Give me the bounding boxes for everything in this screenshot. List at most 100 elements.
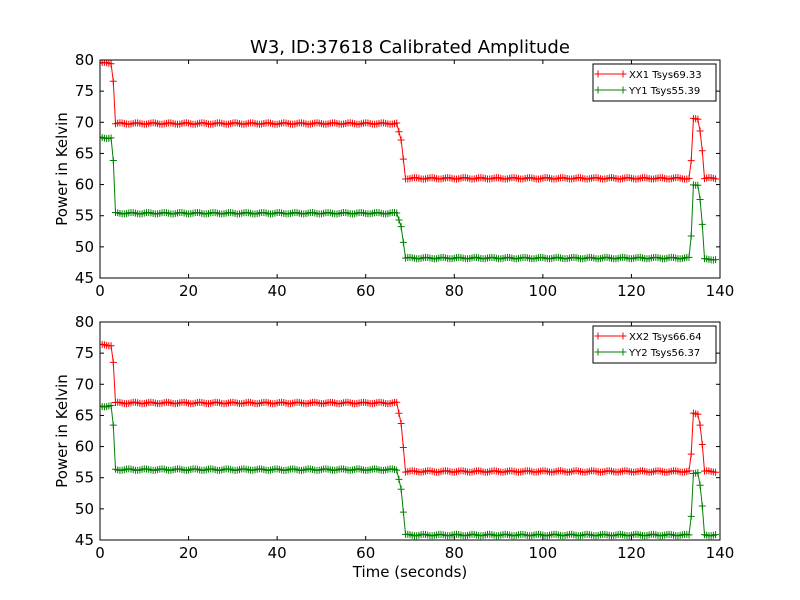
chart-top: 0 20 40 60 80 100 120 140 45 50 55 60 65 70 75 80 Power …	[53, 51, 734, 300]
x-tick-label: 0	[95, 282, 105, 300]
series-1-2	[100, 133, 720, 264]
data-point	[696, 421, 704, 429]
x-tick-label: 80	[445, 544, 464, 562]
chart-bottom: 0 20 40 60 80 100 120 140 45 50 55 60 65 70 75 80 Power …	[53, 313, 734, 581]
legend-marker	[594, 70, 602, 78]
data-point	[698, 220, 706, 228]
data-point	[685, 174, 693, 182]
data-point	[694, 469, 702, 477]
data-point	[685, 531, 693, 539]
data-point	[393, 466, 401, 474]
data-point	[399, 238, 407, 246]
data-point	[694, 115, 702, 123]
legend-marker	[594, 86, 602, 94]
data-point	[397, 485, 405, 493]
y-tick-label: 60	[75, 438, 94, 456]
y-tick-label: 75	[75, 344, 94, 362]
data-point	[393, 119, 401, 127]
data-point	[698, 502, 706, 510]
data-point	[694, 410, 702, 418]
y-tick-label: 80	[75, 51, 94, 69]
data-point	[395, 128, 403, 136]
legend-label: XX1 Tsys69.33	[629, 70, 702, 81]
data-point	[107, 342, 115, 350]
series-1-1	[100, 60, 720, 183]
y-tick-label: 45	[75, 531, 94, 549]
data-point	[687, 450, 695, 458]
legend-box	[592, 325, 717, 364]
data-point	[696, 481, 704, 489]
data-point	[698, 440, 706, 448]
y-tick-label: 50	[75, 238, 94, 256]
legend-box	[592, 63, 717, 102]
legend-label: XX2 Tsys66.64	[629, 332, 702, 343]
y-tick-label: 50	[75, 500, 94, 518]
y-tick-label: 65	[75, 144, 94, 162]
data-point	[397, 420, 405, 428]
data-point	[687, 157, 695, 165]
legend-label: YY2 Tsys56.37	[628, 348, 700, 359]
x-tick-label: 100	[529, 544, 558, 562]
legend-marker	[594, 332, 602, 340]
data-point	[109, 421, 117, 429]
data-point	[712, 256, 720, 264]
x-tick-label: 0	[95, 544, 105, 562]
data-point	[685, 253, 693, 261]
y-tick-label: 80	[75, 313, 94, 331]
data-point	[109, 156, 117, 164]
data-point	[687, 512, 695, 520]
data-point	[395, 475, 403, 483]
x-tick-label: 120	[617, 282, 646, 300]
plot-frame	[99, 321, 721, 541]
series-2-1	[100, 340, 720, 476]
y-tick-label: 55	[75, 207, 94, 225]
y-tick-label: 65	[75, 406, 94, 424]
x-tick-label: 80	[445, 282, 464, 300]
x-tick-label: 20	[179, 282, 198, 300]
data-point	[399, 444, 407, 452]
y-axis-label: Power in Kelvin	[53, 374, 71, 488]
data-point	[399, 155, 407, 163]
data-point	[696, 127, 704, 135]
x-tick-label: 100	[529, 282, 558, 300]
data-point	[109, 77, 117, 85]
x-tick-label: 140	[706, 544, 735, 562]
x-tick-label: 20	[179, 544, 198, 562]
data-point	[712, 531, 720, 539]
legend: XX1 Tsys69.33 YY1 Tsys55.39	[592, 63, 717, 102]
data-point	[107, 60, 115, 68]
data-point	[393, 398, 401, 406]
legend-marker	[594, 348, 602, 356]
data-point	[399, 508, 407, 516]
data-point	[393, 209, 401, 217]
legend-marker	[619, 348, 627, 356]
y-axis-label: Power in Kelvin	[53, 112, 71, 226]
x-axis-label: Time (seconds)	[352, 563, 468, 581]
y-tick-label: 70	[75, 113, 94, 131]
data-point	[397, 136, 405, 144]
x-tick-label: 60	[356, 282, 375, 300]
data-point	[395, 409, 403, 417]
y-tick-label: 70	[75, 375, 94, 393]
data-point	[395, 216, 403, 224]
legend-label: YY1 Tsys55.39	[628, 86, 700, 97]
data-point	[109, 358, 117, 366]
x-tick-label: 140	[706, 282, 735, 300]
data-point	[687, 232, 695, 240]
legend-marker	[619, 332, 627, 340]
x-tick-label: 120	[617, 544, 646, 562]
legend-marker	[619, 86, 627, 94]
data-point	[694, 181, 702, 189]
data-point	[397, 223, 405, 231]
data-point	[712, 468, 720, 476]
y-tick-label: 60	[75, 176, 94, 194]
x-tick-label: 40	[268, 544, 287, 562]
data-point	[696, 196, 704, 204]
x-tick-label: 40	[268, 282, 287, 300]
legend-marker	[619, 70, 627, 78]
figure-title: W3, ID:37618 Calibrated Amplitude	[250, 37, 570, 58]
data-point	[107, 401, 115, 409]
y-tick-label: 45	[75, 269, 94, 287]
plot-frame	[99, 59, 721, 279]
